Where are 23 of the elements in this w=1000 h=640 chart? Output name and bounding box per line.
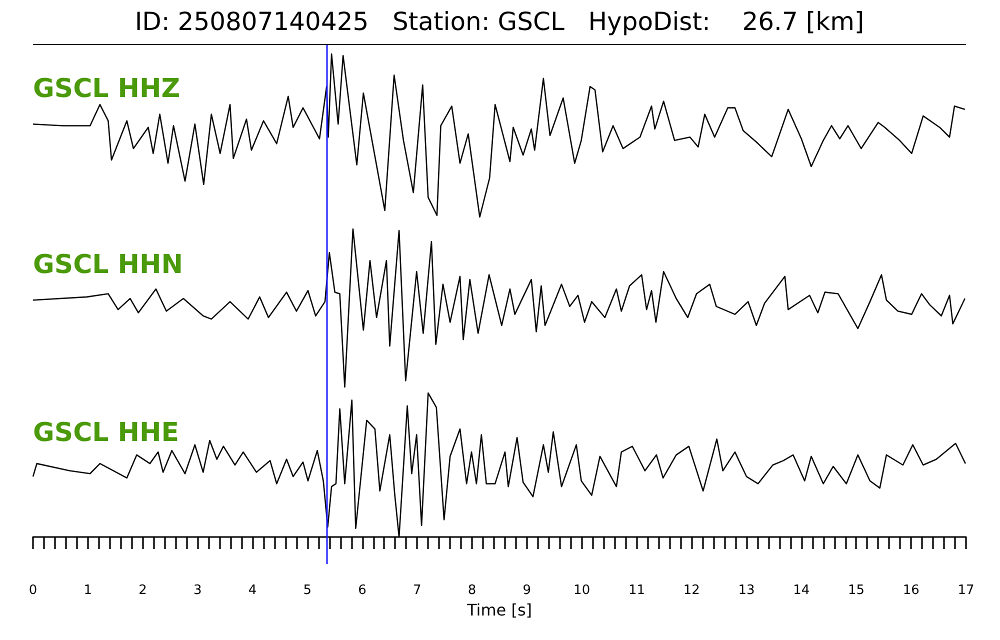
x-tick-label: 10 bbox=[574, 583, 590, 598]
series-label: GSCL HHE bbox=[33, 418, 180, 448]
x-tick-label: 7 bbox=[413, 583, 422, 598]
x-tick-label: 12 bbox=[683, 583, 700, 598]
x-tick-label: 16 bbox=[902, 583, 920, 598]
x-tick-label: 9 bbox=[522, 583, 532, 598]
series-label: GSCL HHZ bbox=[33, 74, 180, 104]
x-tick-label: 8 bbox=[468, 583, 476, 598]
x-tick-label: 3 bbox=[194, 583, 202, 598]
x-tick-label: 1 bbox=[84, 583, 92, 598]
x-tick-label: 14 bbox=[793, 583, 810, 598]
x-tick-label: 11 bbox=[628, 583, 645, 598]
x-tick-label: 6 bbox=[358, 583, 366, 598]
x-tick-label: 0 bbox=[28, 583, 38, 598]
x-tick-label: 15 bbox=[848, 583, 865, 598]
x-tick-label: 5 bbox=[303, 583, 312, 598]
x-axis-title: Time [s] bbox=[466, 600, 532, 620]
series-label: GSCL HHN bbox=[33, 250, 184, 280]
x-tick-label: 4 bbox=[248, 583, 257, 598]
chart-title: ID: 250807140425 Station: GSCL HypoDist: 26.7 [km] bbox=[33, 0, 966, 45]
x-tick-label: 2 bbox=[138, 583, 147, 598]
x-tick-label: 17 bbox=[958, 583, 974, 598]
x-tick-label: 13 bbox=[738, 583, 755, 598]
